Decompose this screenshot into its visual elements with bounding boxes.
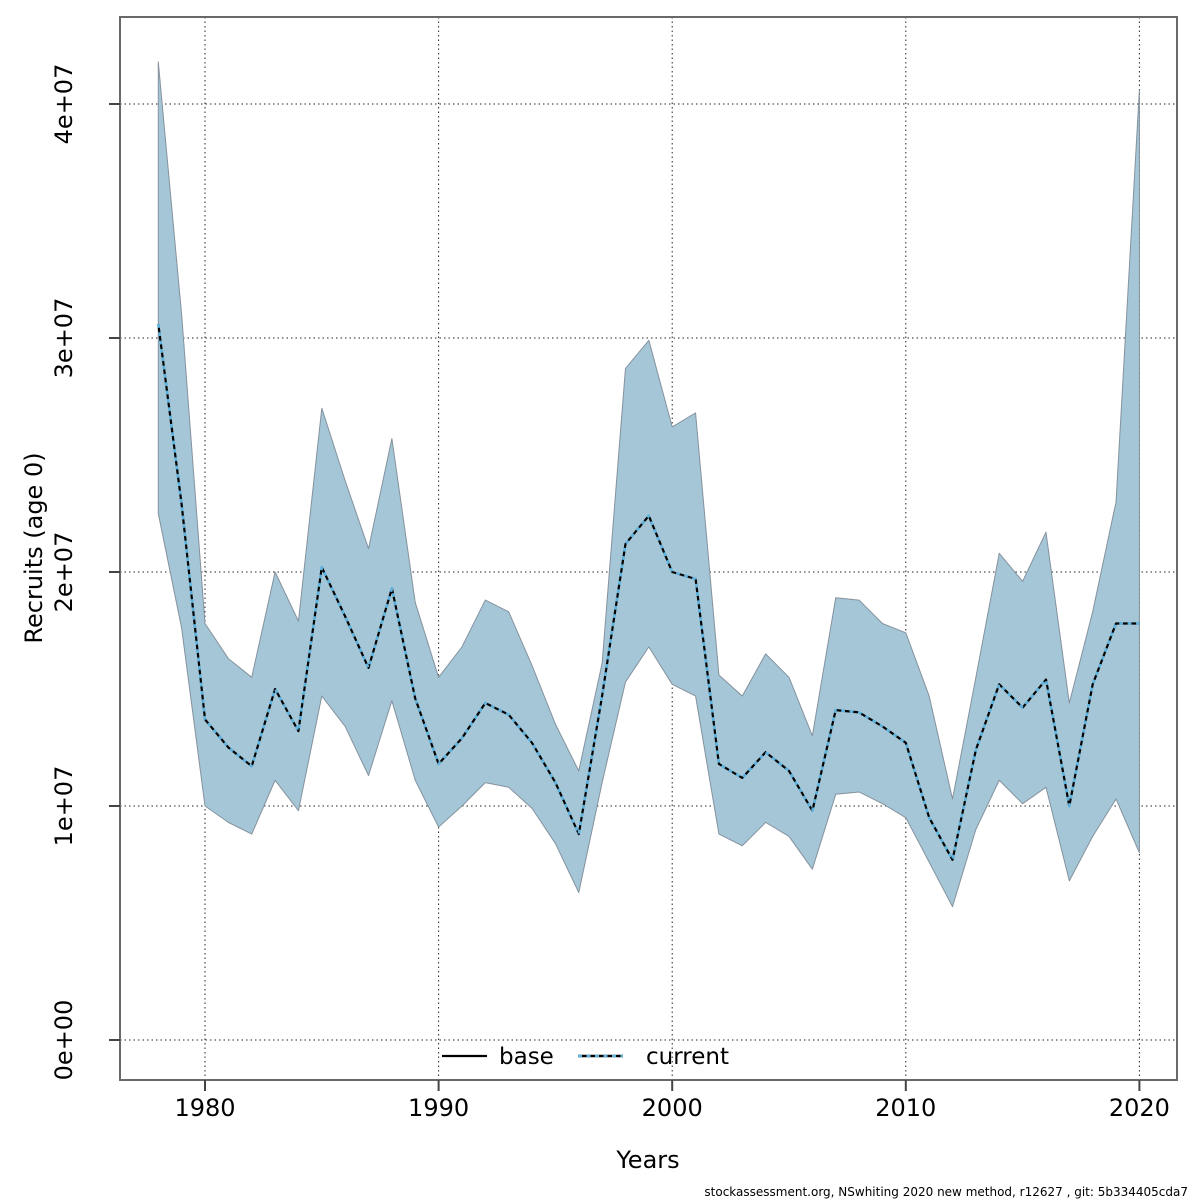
- x-tick-label-2000: 2000: [642, 1094, 703, 1122]
- y-tick-label-4: 4e+07: [50, 64, 78, 145]
- current-line-path: [156, 323, 1140, 862]
- confidence-band-layer: [157, 61, 1140, 908]
- footer-citation: stockassessment.org, NSwhiting 2020 new …: [704, 1185, 1188, 1199]
- confidence-band-polygon: [157, 61, 1140, 908]
- legend: base current: [442, 1044, 729, 1070]
- x-tick-label-2010: 2010: [875, 1094, 936, 1122]
- x-axis-title: Years: [615, 1146, 679, 1174]
- x-tick-label-1990: 1990: [408, 1094, 469, 1122]
- y-tick-label-1: 1e+07: [50, 766, 78, 847]
- x-tick-label-1980: 1980: [174, 1094, 235, 1122]
- legend-base-label: base: [499, 1044, 554, 1070]
- legend-current-label: current: [646, 1044, 729, 1070]
- y-tick-label-2: 2e+07: [50, 532, 78, 613]
- plot-area-border: [119, 16, 1178, 1081]
- y-tick-label-3: 3e+07: [50, 298, 78, 379]
- y-tick-label-0: 0e+00: [50, 1000, 78, 1081]
- x-tick-label-2020: 2020: [1109, 1094, 1170, 1122]
- series-layer: [156, 323, 1140, 862]
- y-axis-title: Recruits (age 0): [20, 452, 48, 643]
- tick-label-layer: 1980 1990 2000 2010 2020 0e+00 1e+07 2e+07 3e+07…: [50, 64, 1170, 1122]
- tick-layer: [109, 103, 1141, 1091]
